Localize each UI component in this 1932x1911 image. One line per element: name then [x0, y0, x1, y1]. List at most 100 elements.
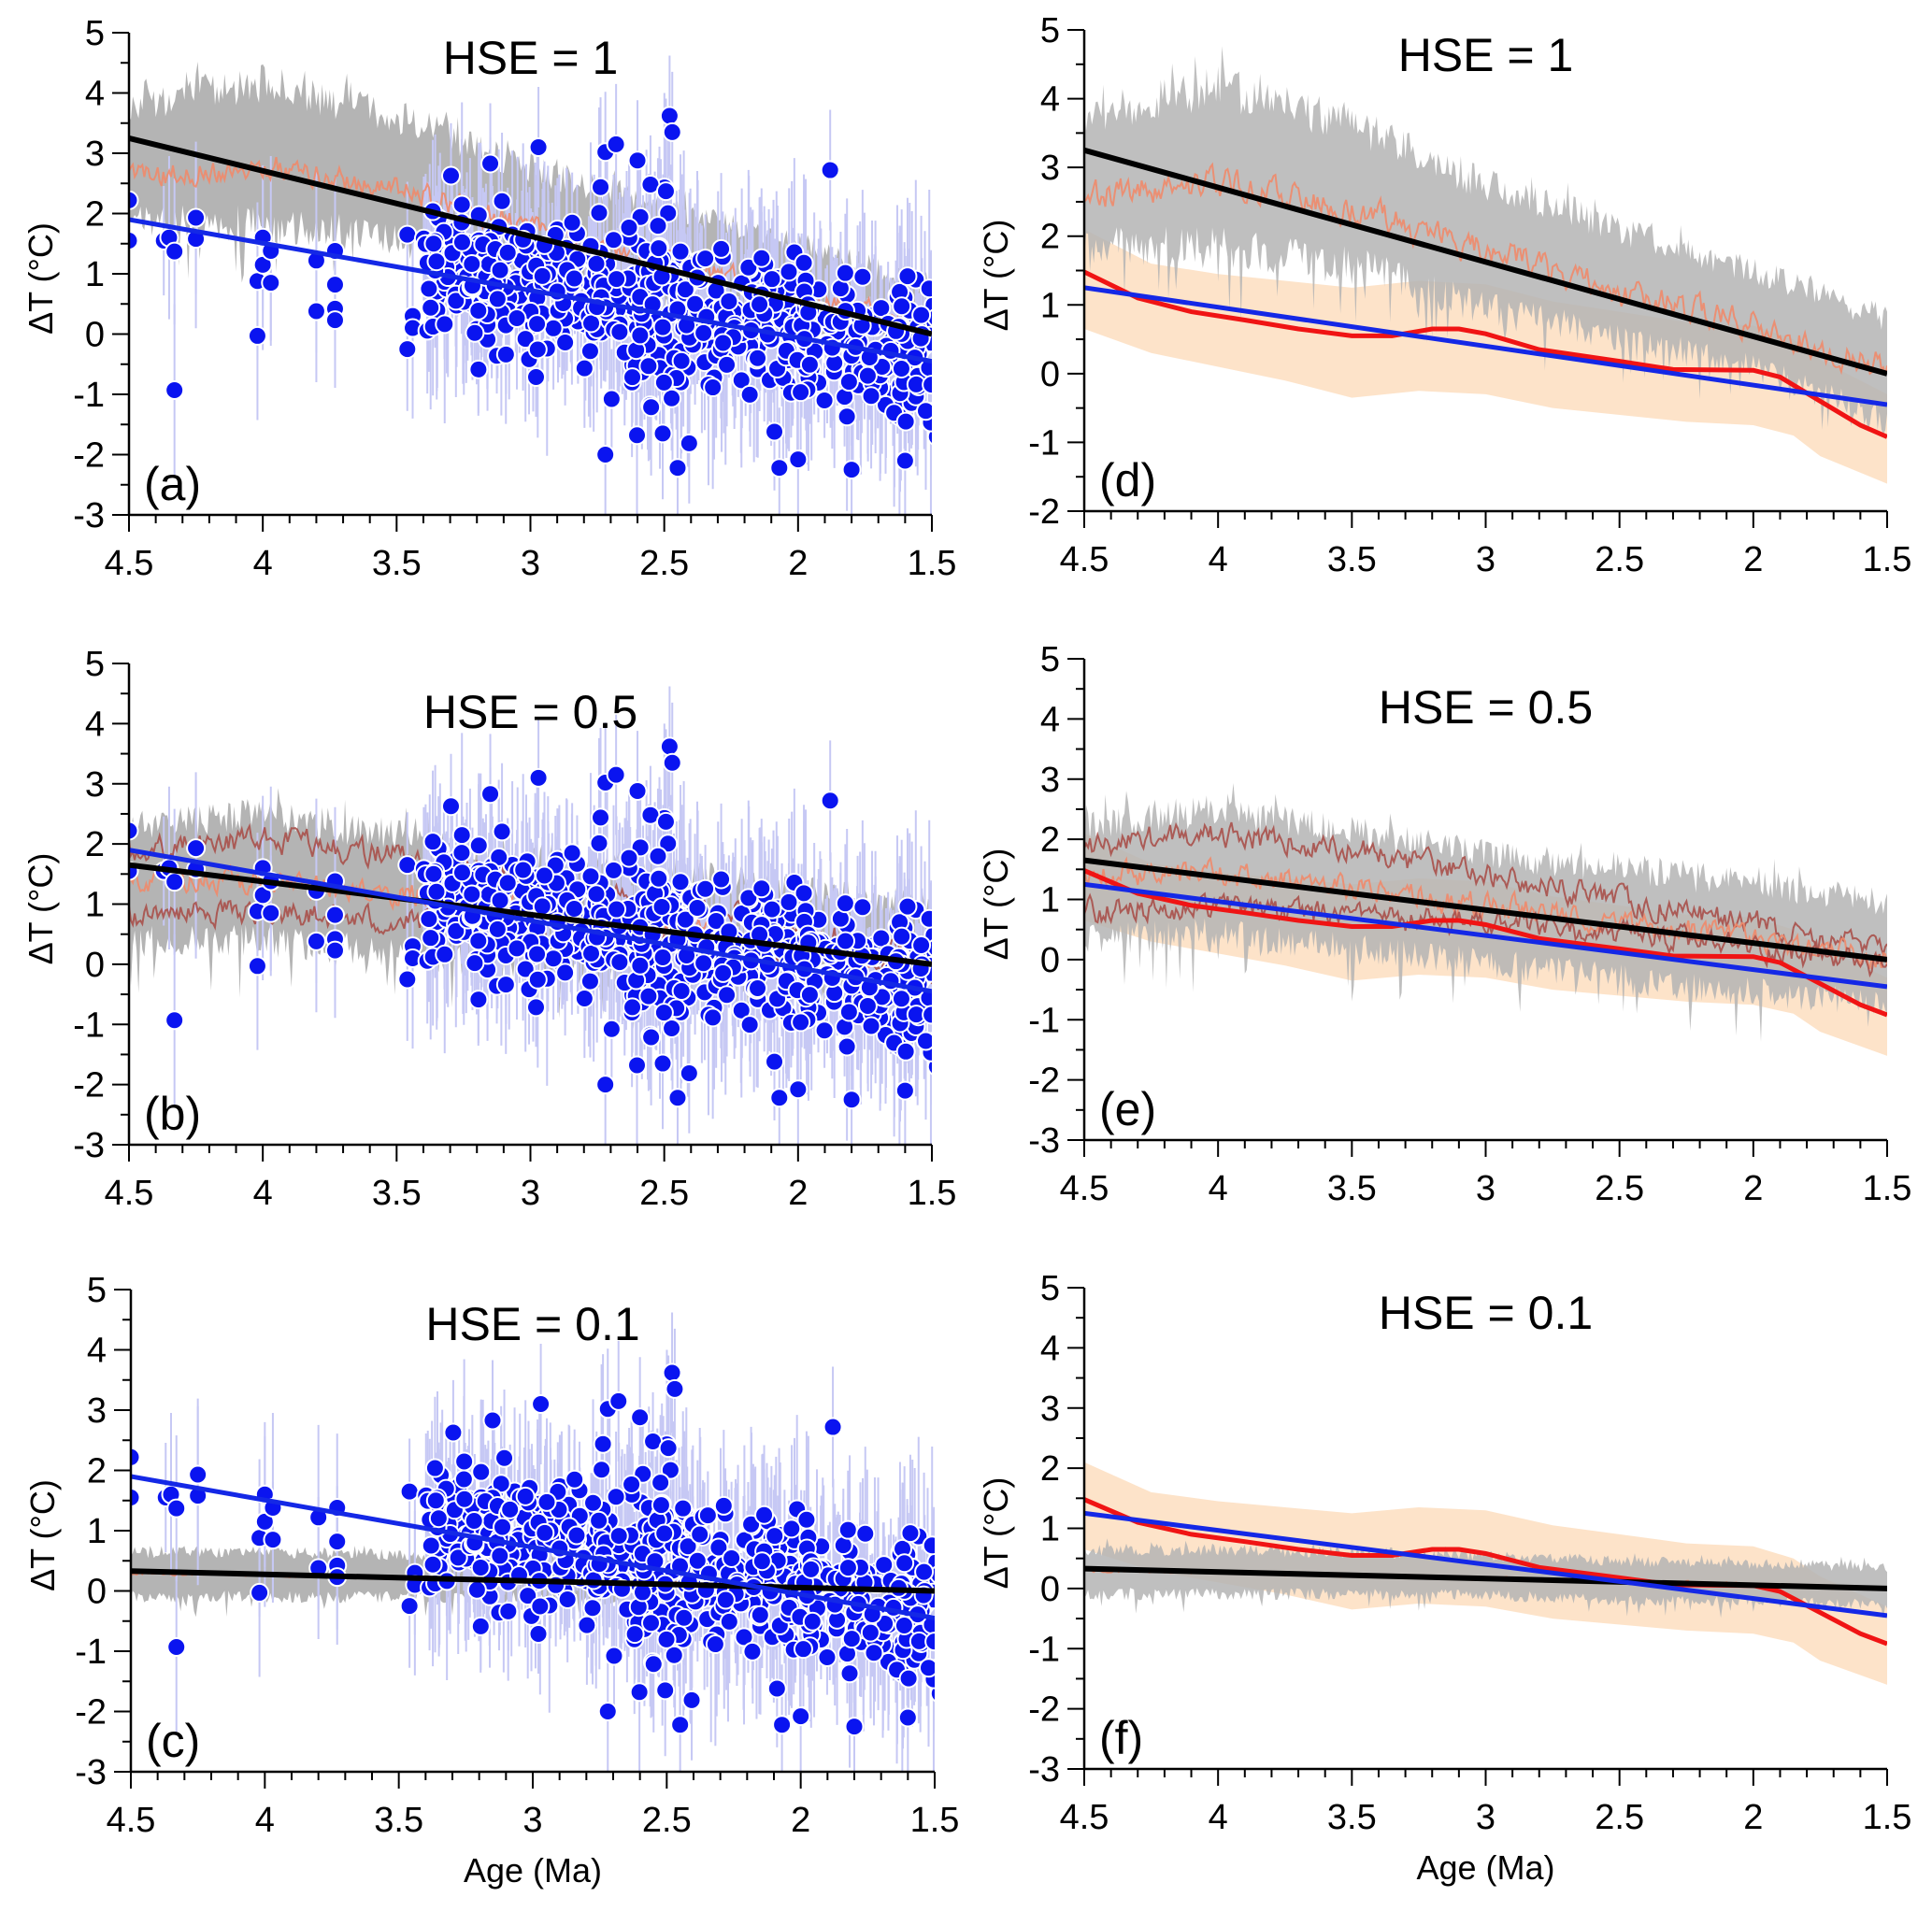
- panel-f: -3 -2 -1 0 1 2 3 4 5 4.5 4 3.5 3 2.5 2 1.5 ΔT (°C) Age (M…: [977, 1269, 1911, 1887]
- proxy-point: [165, 872, 185, 892]
- y-axis-title: ΔT (°C): [21, 222, 60, 335]
- panel-label: (a): [144, 458, 201, 510]
- proxy-point: [697, 1505, 718, 1526]
- y-tick-label: 5: [87, 1271, 107, 1310]
- proxy-point: [515, 959, 536, 979]
- proxy-point: [852, 897, 873, 918]
- axes: -3 -2 -1 0 1 2 3 4 5 4.5 4 3.5 3 2.5 2 1.5 ΔT (°C): [977, 640, 1911, 1208]
- proxy-point: [662, 1362, 682, 1383]
- proxy-point: [500, 1499, 521, 1519]
- panel-title: HSE = 0.5: [1379, 681, 1593, 734]
- proxy-point: [739, 384, 760, 405]
- y-tick-label: 3: [85, 135, 105, 174]
- proxy-fit-line: [1084, 1510, 1887, 1619]
- proxy-point: [900, 1523, 921, 1544]
- proxy-point: [713, 963, 734, 983]
- x-tick-label: 3.5: [374, 1801, 423, 1840]
- plot-area: [129, 55, 932, 515]
- proxy-point: [471, 1462, 492, 1482]
- model-mean-line: [1084, 856, 1887, 970]
- proxy-point: [597, 1702, 618, 1721]
- y-tick-label: 1: [85, 886, 105, 925]
- proxy-point: [566, 1525, 587, 1546]
- proxy-point: [662, 388, 682, 408]
- proxy-point: [652, 947, 673, 967]
- x-tick-label: 3: [521, 1174, 540, 1213]
- proxy-point: [454, 1451, 475, 1472]
- proxy-point: [703, 1007, 723, 1028]
- proxy-point: [421, 928, 441, 948]
- proxy-point: [564, 899, 584, 920]
- proxy-point: [706, 911, 726, 932]
- proxy-point: [419, 908, 439, 929]
- proxy-point: [543, 948, 564, 969]
- x-tick-label: 4.5: [105, 1174, 154, 1213]
- proxy-point: [129, 820, 139, 841]
- axes: -2 -1 0 1 2 3 4 5 4.5 4 3.5 3 2.5 2 1.5 ΔT (°C): [977, 11, 1911, 579]
- proxy-point: [750, 294, 770, 315]
- proxy-point: [820, 791, 840, 811]
- proxy-point: [324, 940, 345, 961]
- panel-title: HSE = 0.1: [425, 1298, 639, 1350]
- proxy-point: [652, 317, 673, 337]
- proxy-point: [861, 1016, 881, 1036]
- proxy-point: [595, 445, 616, 464]
- x-tick-label: 1.5: [1863, 540, 1912, 579]
- x-tick-label: 1.5: [908, 544, 957, 583]
- y-tick-label: 2: [87, 1452, 107, 1491]
- x-tick-label: 2: [791, 1801, 810, 1840]
- proxy-point: [837, 406, 857, 427]
- smoothed-proxy-line: [1084, 1497, 1887, 1647]
- proxy-point: [765, 421, 785, 442]
- proxy-point: [582, 1598, 603, 1619]
- x-tick-label: 2.5: [639, 1174, 689, 1213]
- proxy-point: [397, 339, 418, 360]
- proxy-point: [655, 811, 676, 832]
- proxy-point: [527, 339, 548, 360]
- proxy-point: [894, 1615, 914, 1635]
- proxy-fit-line: [1084, 881, 1887, 990]
- y-tick-label: -1: [73, 1005, 105, 1045]
- proxy-point: [711, 869, 732, 890]
- y-tick-label: 5: [85, 14, 105, 53]
- proxy-point: [586, 884, 607, 905]
- x-tick-label: 1.5: [1863, 1798, 1912, 1837]
- y-tick-label: -2: [73, 1066, 105, 1105]
- proxy-point: [769, 458, 790, 478]
- proxy-point: [607, 269, 627, 290]
- proxy-point: [799, 354, 820, 375]
- proxy-point: [495, 975, 516, 995]
- proxy-point: [490, 891, 510, 911]
- proxy-point: [719, 291, 739, 311]
- proxy-point: [490, 260, 510, 280]
- proxy-point: [659, 106, 680, 126]
- model-envelope: [1084, 46, 1887, 435]
- y-tick-label: 4: [1040, 80, 1060, 120]
- y-axis-title: ΔT (°C): [977, 849, 1015, 961]
- proxy-point: [835, 263, 855, 283]
- proxy-point: [641, 397, 662, 418]
- proxy-point: [836, 931, 856, 951]
- proxy-point: [630, 955, 651, 976]
- proxy-point: [895, 1041, 916, 1062]
- proxy-point: [793, 1639, 813, 1660]
- proxy-point: [528, 137, 549, 158]
- proxy-point: [555, 963, 576, 983]
- proxy-point: [664, 1645, 684, 1665]
- proxy-point: [708, 1537, 729, 1558]
- proxy-point: [557, 1590, 578, 1610]
- proxy-point: [855, 1523, 876, 1544]
- proxy-point: [591, 807, 611, 828]
- proxy-point: [492, 821, 512, 842]
- x-tick-label: 4: [253, 1174, 273, 1213]
- proxy-point: [765, 1051, 785, 1072]
- proxy-point: [717, 985, 737, 1005]
- proxy-point: [679, 1063, 699, 1084]
- x-tick-label: 2.5: [1595, 540, 1644, 579]
- proxy-point: [687, 898, 708, 919]
- proxy-point: [673, 1498, 694, 1519]
- x-tick-label: 4: [253, 544, 273, 583]
- proxy-point: [468, 359, 489, 379]
- model-fit-line: [131, 1568, 935, 1594]
- proxy-point: [919, 908, 932, 929]
